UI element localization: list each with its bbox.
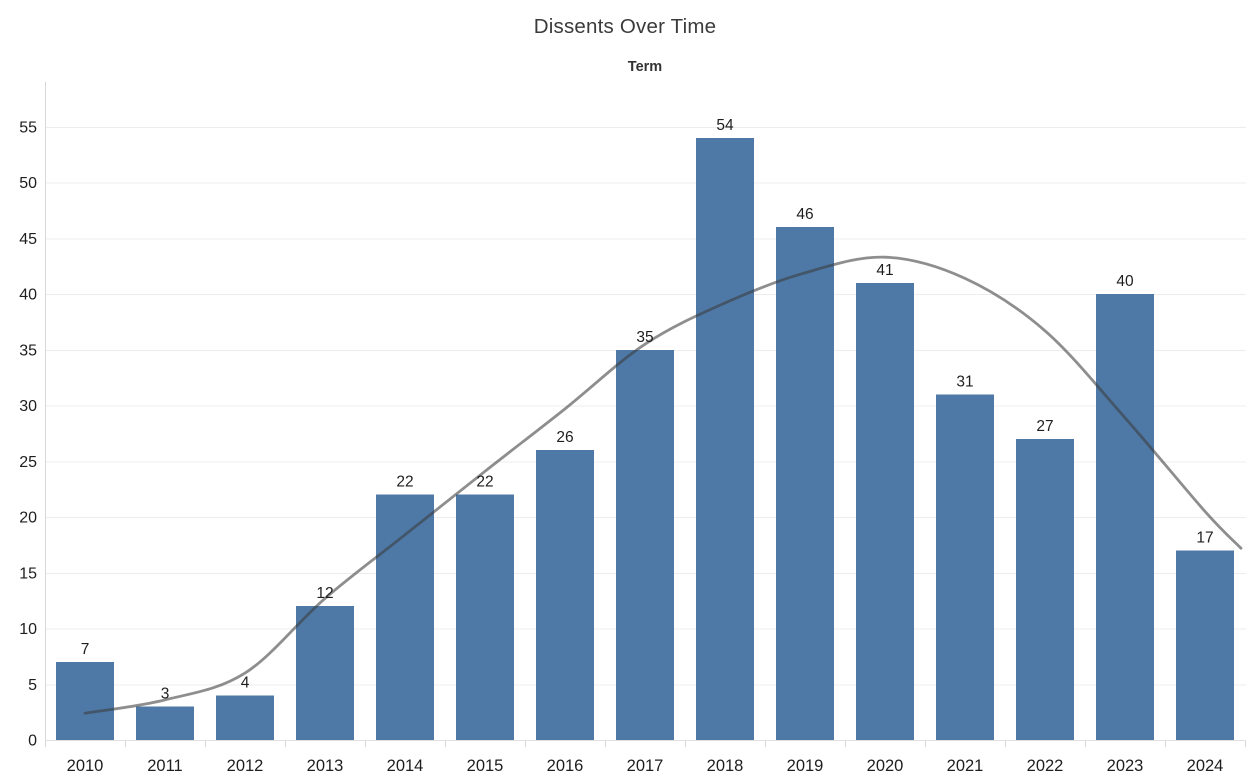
chart-title: Dissents Over Time xyxy=(533,15,717,38)
bar-2023[interactable] xyxy=(1096,294,1154,740)
x-tick-label-2017: 2017 xyxy=(627,757,664,775)
x-tick-label-2015: 2015 xyxy=(467,757,504,775)
bar-2021[interactable] xyxy=(936,394,994,740)
bar-value-label-2011: 3 xyxy=(161,686,170,703)
bar-value-label-2024: 17 xyxy=(1196,529,1213,546)
bar-value-label-2010: 7 xyxy=(81,641,90,658)
x-tick-label-2019: 2019 xyxy=(787,757,824,775)
y-tick-label-0: 0 xyxy=(28,733,37,750)
x-tick-label-2012: 2012 xyxy=(227,757,264,775)
y-tick-label-25: 25 xyxy=(19,454,37,471)
bar-2014[interactable] xyxy=(376,494,434,740)
x-tick-label-2020: 2020 xyxy=(867,757,904,775)
x-tick-label-2022: 2022 xyxy=(1027,757,1064,775)
bar-2019[interactable] xyxy=(776,227,834,741)
x-tick-label-2021: 2021 xyxy=(947,757,984,775)
bar-value-label-2021: 31 xyxy=(956,373,973,390)
bar-2012[interactable] xyxy=(216,695,274,740)
bar-value-label-2015: 22 xyxy=(476,474,493,491)
x-tick-label-2014: 2014 xyxy=(387,757,424,775)
bar-2011[interactable] xyxy=(136,706,194,740)
bar-value-label-2016: 26 xyxy=(556,429,573,446)
bar-value-label-2019: 46 xyxy=(796,206,813,223)
bar-2016[interactable] xyxy=(536,450,594,740)
bar-2015[interactable] xyxy=(456,494,514,740)
bar-2020[interactable] xyxy=(856,282,914,740)
x-tick-label-2013: 2013 xyxy=(307,757,344,775)
bar-value-label-2014: 22 xyxy=(396,474,413,491)
trend-line[interactable] xyxy=(83,255,1243,715)
y-tick-label-30: 30 xyxy=(19,398,37,415)
bar-2018[interactable] xyxy=(696,137,754,740)
bar-2017[interactable] xyxy=(616,349,674,740)
y-tick-label-35: 35 xyxy=(19,342,37,359)
x-tick-label-2011: 2011 xyxy=(147,757,182,775)
x-tick-label-2024: 2024 xyxy=(1187,757,1224,775)
x-tick-label-2010: 2010 xyxy=(67,757,104,775)
y-tick-label-40: 40 xyxy=(19,287,37,304)
bar-value-label-2018: 54 xyxy=(716,117,734,134)
bar-2024[interactable] xyxy=(1176,550,1234,740)
y-tick-label-50: 50 xyxy=(19,175,37,192)
x-tick-label-2016: 2016 xyxy=(547,757,584,775)
x-tick-label-2023: 2023 xyxy=(1107,757,1144,775)
y-tick-label-55: 55 xyxy=(19,119,37,136)
y-tick-label-15: 15 xyxy=(19,565,37,582)
bar-value-label-2012: 4 xyxy=(241,674,250,691)
bar-value-label-2020: 41 xyxy=(876,262,893,279)
x-tick-label-2018: 2018 xyxy=(707,757,744,775)
bar-2022[interactable] xyxy=(1016,438,1074,740)
bar-2010[interactable] xyxy=(56,661,114,740)
bar-value-label-2017: 35 xyxy=(636,329,653,346)
bar-2013[interactable] xyxy=(296,606,354,740)
bar-value-label-2022: 27 xyxy=(1036,418,1053,435)
x-axis-title: Term xyxy=(627,59,663,75)
y-tick-label-5: 5 xyxy=(28,677,37,694)
y-tick-label-45: 45 xyxy=(19,231,37,248)
bar-value-label-2013: 12 xyxy=(316,585,333,602)
bar-value-label-2023: 40 xyxy=(1116,273,1134,290)
y-tick-label-20: 20 xyxy=(19,510,37,527)
y-tick-label-10: 10 xyxy=(19,621,37,638)
